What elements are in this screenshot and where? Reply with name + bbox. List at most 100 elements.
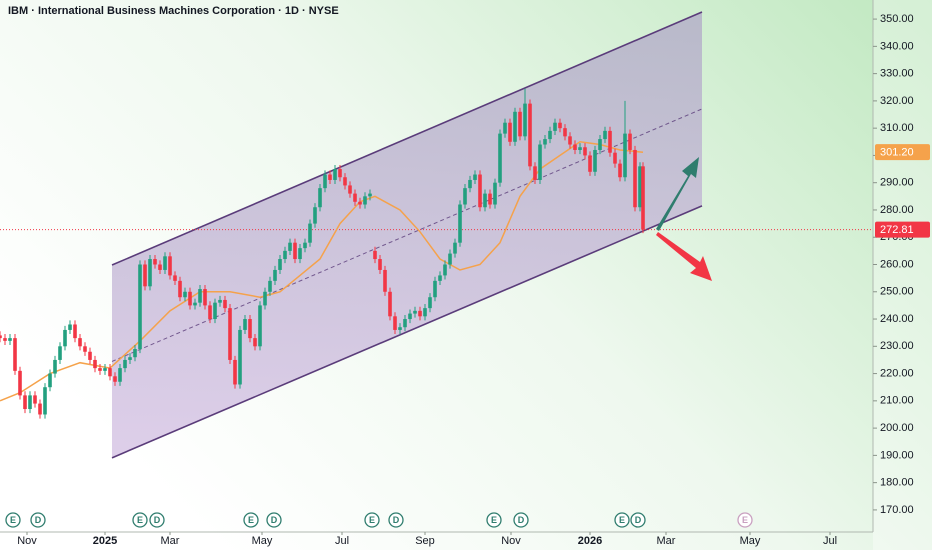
x-tick-label: Mar: [161, 535, 180, 547]
candle: [153, 254, 157, 269]
candle: [533, 162, 537, 185]
candle: [498, 129, 502, 187]
event-label: E: [137, 515, 143, 525]
candle-body: [313, 207, 317, 224]
candle-body: [178, 280, 182, 298]
candle-body: [243, 319, 247, 330]
candle-body: [13, 338, 17, 371]
candle: [593, 145, 597, 176]
candle: [248, 314, 252, 343]
plot-area: [0, 11, 873, 459]
candle-body: [143, 264, 147, 287]
down-arrow: [656, 232, 712, 281]
candle: [228, 304, 232, 365]
candle: [8, 334, 12, 345]
candle-body: [618, 163, 622, 178]
event-icon: [266, 512, 282, 528]
candle: [233, 355, 237, 389]
event-label: D: [635, 515, 642, 525]
candle: [433, 276, 437, 302]
candle: [358, 197, 362, 209]
last-price-label: 272.81: [880, 224, 914, 236]
candle: [323, 170, 327, 193]
candle: [43, 383, 47, 419]
candle-body: [348, 185, 352, 194]
candle-body: [78, 338, 82, 347]
candle: [383, 265, 387, 296]
event-icon: [513, 512, 529, 528]
candle-body: [148, 259, 152, 287]
candle-body: [273, 269, 277, 281]
event-label: E: [742, 515, 748, 525]
candle-body: [303, 242, 307, 249]
candle: [438, 271, 442, 285]
candle-body: [268, 280, 272, 292]
candle: [268, 276, 272, 296]
candle-body: [288, 242, 292, 251]
candle: [578, 143, 582, 155]
candle: [193, 298, 197, 310]
candle-body: [513, 111, 517, 142]
candle: [623, 100, 627, 182]
candle-body: [473, 174, 477, 180]
candle: [183, 287, 187, 302]
candle: [403, 314, 407, 332]
candle: [3, 334, 7, 345]
candle-body: [213, 302, 217, 320]
candle: [413, 306, 417, 318]
candle: [453, 238, 457, 258]
y-tick-label: 260.00: [880, 258, 914, 270]
candle: [98, 364, 102, 375]
candle-body: [3, 338, 7, 341]
candle-body: [188, 291, 192, 306]
candle-body: [608, 130, 612, 153]
y-tick-label: 200.00: [880, 422, 914, 434]
candle-body: [503, 122, 507, 134]
candle: [528, 99, 532, 171]
candle: [78, 334, 82, 351]
candle: [353, 189, 357, 206]
candle-body: [28, 395, 32, 410]
candle: [88, 347, 92, 365]
x-tick-label: 2026: [578, 535, 602, 547]
y-tick-label: 220.00: [880, 367, 914, 379]
candle: [178, 276, 182, 302]
y-tick-label: 240.00: [880, 313, 914, 325]
up-arrow: [656, 157, 699, 231]
candle: [48, 369, 52, 392]
candle-body: [563, 128, 567, 137]
candle: [628, 129, 632, 155]
candle: [63, 325, 67, 351]
candle-body: [208, 305, 212, 320]
candle-body: [43, 387, 47, 415]
candle-body: [463, 188, 467, 205]
candle: [458, 200, 462, 247]
event-icon: [630, 512, 646, 528]
ma-price-label: 301.20: [880, 147, 914, 159]
x-tick-label: Jul: [823, 535, 837, 547]
candle-body: [388, 291, 392, 317]
candle: [33, 391, 37, 408]
candle: [53, 355, 57, 378]
candle: [633, 145, 637, 212]
candle-body: [523, 103, 527, 137]
candle-body: [438, 275, 442, 281]
candle-body: [138, 264, 142, 350]
candle-body: [263, 291, 267, 306]
candle: [18, 366, 22, 400]
overlay: 170.00 180.00 190.00 200.00 210.00 220.00 230.…: [5, 13, 930, 547]
candle: [258, 301, 262, 351]
candle-body: [518, 111, 522, 137]
candle: [613, 148, 617, 168]
candle-body: [98, 368, 102, 371]
candle-body: [628, 133, 632, 150]
candle-body: [433, 280, 437, 298]
candle: [443, 260, 447, 280]
candle: [543, 134, 547, 149]
channel-upper: [111, 11, 703, 266]
candle-body: [543, 139, 547, 145]
candle-body: [63, 329, 67, 347]
candle-body: [238, 329, 242, 385]
candle: [463, 184, 467, 209]
